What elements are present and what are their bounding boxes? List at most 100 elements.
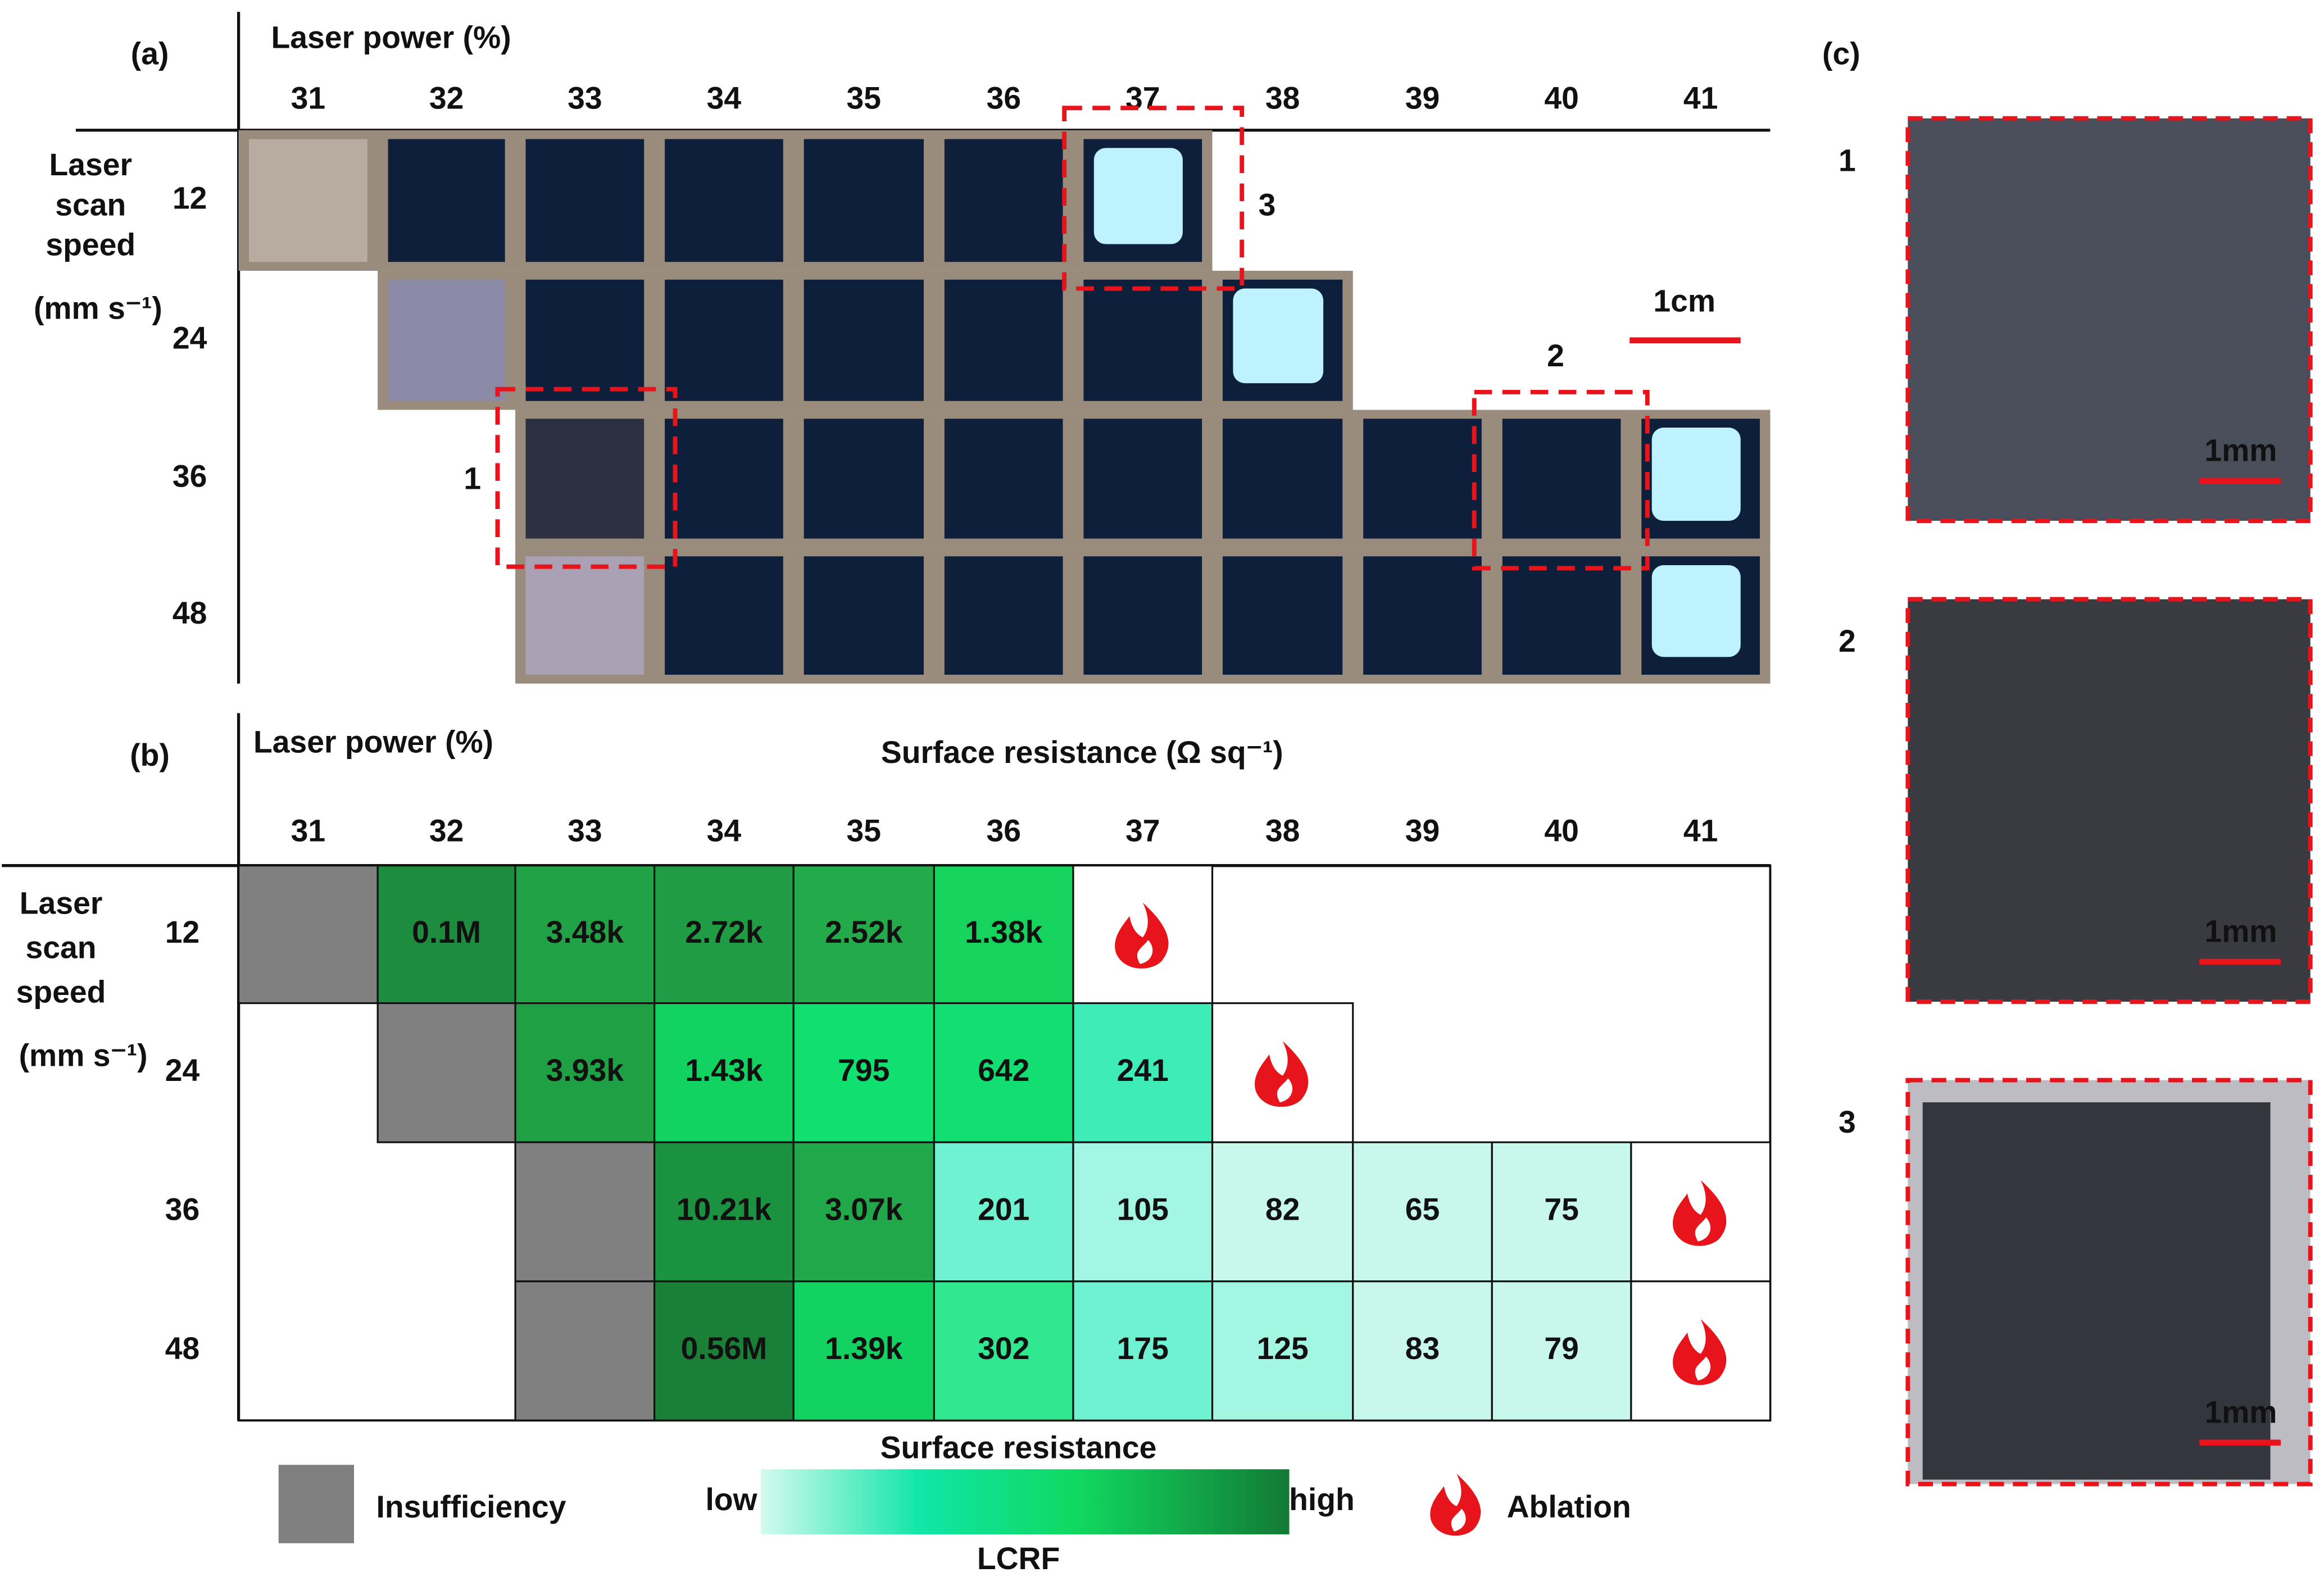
x-tick-label: 39 <box>1405 81 1440 116</box>
axis-title: scan <box>55 187 126 222</box>
chart-title: Surface resistance (Ω sq⁻¹) <box>881 735 1283 770</box>
ablation-icon <box>1673 1319 1727 1385</box>
sample-tile <box>944 556 1063 675</box>
sample-tile <box>1083 279 1202 401</box>
cell-value: 125 <box>1257 1331 1309 1366</box>
y-tick-label: 48 <box>173 596 207 630</box>
cell <box>1491 1141 1632 1283</box>
cell <box>514 1280 656 1421</box>
axis-title: Laser power (%) <box>271 20 511 55</box>
scale-bar-label: 1mm <box>2204 914 2277 948</box>
ablation-icon <box>1255 1041 1309 1107</box>
scale-bar-label: 1mm <box>2204 1394 2277 1429</box>
sample-tile <box>249 139 367 262</box>
sample-tile <box>388 139 505 262</box>
cell <box>792 1141 935 1283</box>
micrograph-fabric <box>1922 1102 2271 1480</box>
cell-value: 1.38k <box>965 915 1043 949</box>
highlight-box <box>495 387 678 569</box>
legend-swatch <box>278 1465 355 1543</box>
cell-value: 0.1M <box>412 915 481 949</box>
x-tick-label: 37 <box>1125 813 1160 848</box>
axis-title: Laser <box>20 885 103 920</box>
image-label: 1 <box>1839 143 1856 178</box>
ablation-icon <box>1430 1473 1481 1536</box>
cell-value: 1.43k <box>685 1053 763 1088</box>
x-tick-label: 32 <box>429 81 464 116</box>
y-tick-label: 12 <box>165 915 200 949</box>
cell <box>1211 1141 1354 1283</box>
x-tick-label: 31 <box>291 81 326 116</box>
cell-value: 642 <box>978 1053 1029 1088</box>
sample-tile <box>1363 556 1482 675</box>
x-tick-label: 40 <box>1544 81 1579 116</box>
x-tick-label: 33 <box>568 813 602 848</box>
ablated-area <box>1651 428 1741 521</box>
cell-value: 241 <box>1117 1053 1169 1088</box>
legend-label: low <box>706 1482 758 1517</box>
ablated-area <box>1651 565 1741 657</box>
sample-tile <box>665 556 783 675</box>
ablation-icon <box>1673 1180 1727 1246</box>
sample-photo <box>238 130 1771 684</box>
cell <box>1352 1141 1493 1283</box>
sample-tile <box>1222 419 1343 539</box>
image-label: 2 <box>1839 624 1856 658</box>
cell <box>1072 865 1214 1005</box>
x-tick-label: 37 <box>1125 81 1160 116</box>
cell-value: 175 <box>1117 1331 1169 1366</box>
x-tick-label: 34 <box>707 81 742 116</box>
cell <box>792 1002 935 1143</box>
cell <box>933 865 1074 1005</box>
cell-value: 75 <box>1544 1192 1579 1227</box>
sample-tile <box>804 139 924 262</box>
sample-tile <box>1363 419 1482 539</box>
x-tick-label: 32 <box>429 813 464 848</box>
cell <box>514 865 656 1005</box>
x-tick-label: 33 <box>568 81 602 116</box>
ablation-icon <box>1115 902 1169 969</box>
legend-label: Ablation <box>1507 1489 1631 1524</box>
panel-label: (b) <box>130 738 170 772</box>
micrograph <box>1905 597 2313 1004</box>
sample-tile <box>388 279 505 401</box>
legend-label: LCRF <box>977 1541 1060 1576</box>
cell <box>653 1002 795 1143</box>
x-tick-label: 36 <box>986 81 1021 116</box>
box-label: 1 <box>464 461 481 496</box>
cell-value: 79 <box>1544 1331 1579 1366</box>
cell <box>238 865 379 1005</box>
cell <box>1630 1280 1772 1421</box>
axis-title: scan <box>26 930 97 965</box>
scale-bar-label: 1mm <box>2204 433 2277 468</box>
cell-value: 65 <box>1405 1192 1440 1227</box>
ablated-area <box>1093 148 1183 244</box>
box-label: 2 <box>1547 338 1564 373</box>
x-tick-label: 39 <box>1405 813 1440 848</box>
x-tick-label: 35 <box>847 81 882 116</box>
y-tick-label: 24 <box>165 1053 200 1088</box>
sample-tile <box>1222 556 1343 675</box>
cell-value: 2.52k <box>825 915 903 949</box>
legend-label: Insufficiency <box>376 1489 566 1524</box>
cell <box>514 1141 656 1283</box>
x-tick-label: 31 <box>291 813 326 848</box>
sample-tile <box>665 279 783 401</box>
cell <box>514 1002 656 1143</box>
cell <box>792 865 935 1005</box>
sample-tile <box>525 139 644 262</box>
sample-tile <box>944 419 1063 539</box>
highlight-box <box>1062 106 1245 291</box>
axis-title: speed <box>46 227 135 262</box>
y-tick-label: 36 <box>173 459 207 494</box>
cell <box>1211 1002 1354 1143</box>
sample-tile <box>665 139 783 262</box>
sample-tile <box>525 556 644 675</box>
panel-label: (c) <box>1822 37 1860 71</box>
axis-title: Laser power (%) <box>253 724 493 759</box>
heatmap <box>238 865 1772 1421</box>
sample-tile <box>525 419 644 539</box>
cell <box>1072 1280 1214 1421</box>
axis-title: speed <box>16 974 106 1009</box>
